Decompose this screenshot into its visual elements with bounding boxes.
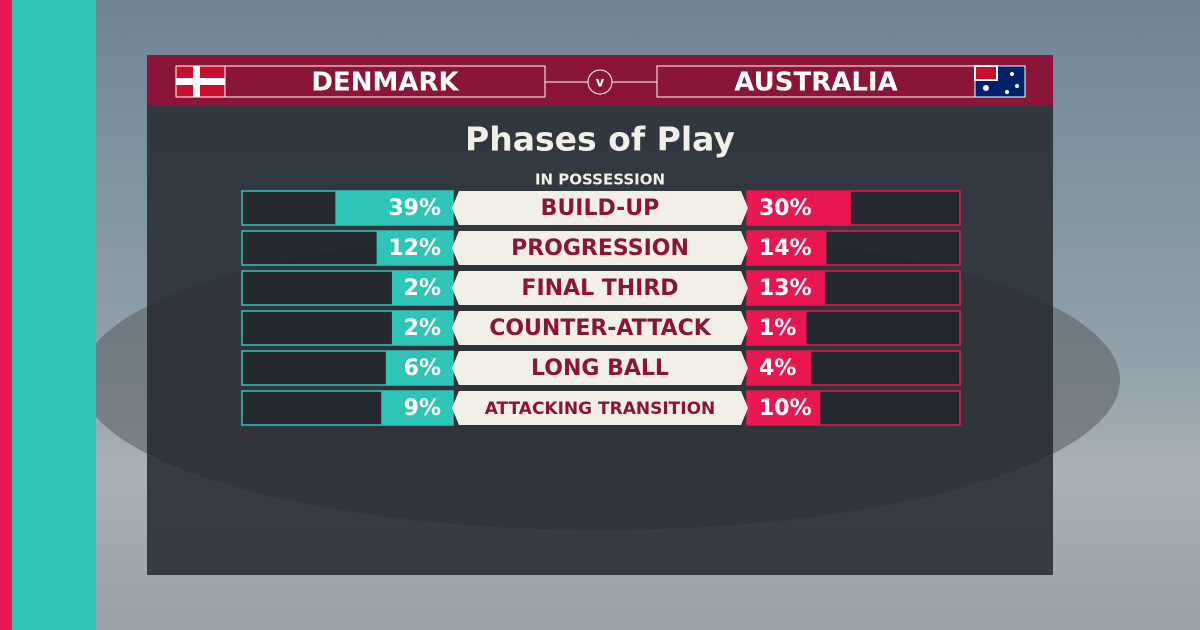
bar: [335, 191, 453, 225]
edge-stripe: [0, 0, 12, 630]
flag-star: [1005, 90, 1009, 94]
category-plate: [452, 271, 748, 305]
value-label: 30%: [759, 196, 812, 221]
bar: [385, 351, 453, 385]
team-name: AUSTRALIA: [734, 68, 897, 98]
category-plate: [452, 311, 748, 345]
category-label: PROGRESSION: [511, 236, 689, 261]
bar: [747, 351, 812, 385]
side-stripe: [12, 0, 96, 630]
value-label: 13%: [759, 276, 812, 301]
flag-cross: [176, 78, 225, 85]
versus: v: [596, 76, 605, 91]
flag-union: [974, 65, 998, 81]
bar: [747, 311, 807, 345]
category-label: FINAL THIRD: [521, 276, 678, 301]
versus-badge: [587, 69, 613, 95]
value-label: 14%: [759, 236, 812, 261]
value-label: 4%: [759, 356, 796, 381]
category-plate: [452, 191, 748, 225]
category-label: LONG BALL: [531, 356, 669, 381]
chart-title: Phases of Play: [465, 120, 735, 159]
team-name: DENMARK: [311, 68, 459, 98]
chart-subtitle: IN POSSESSION: [535, 171, 665, 189]
bar: [391, 271, 453, 305]
value-label: 10%: [759, 396, 812, 421]
category-plate: [452, 351, 748, 385]
value-label: 2%: [404, 316, 441, 341]
category-label: COUNTER-ATTACK: [489, 316, 712, 341]
category-plate: [452, 391, 748, 425]
bar: [747, 191, 851, 225]
value-label: 12%: [388, 236, 441, 261]
category-label: BUILD-UP: [541, 196, 660, 221]
flag-star: [1010, 72, 1014, 76]
category-label: ATTACKING TRANSITION: [485, 399, 716, 419]
value-label: 2%: [404, 276, 441, 301]
bar: [376, 231, 453, 265]
bar: [391, 311, 453, 345]
flag-star: [1015, 84, 1019, 88]
bar: [747, 391, 821, 425]
value-label: 39%: [388, 196, 441, 221]
flag-star: [983, 85, 989, 91]
category-plate: [452, 231, 748, 265]
value-label: 1%: [759, 316, 796, 341]
bar: [747, 231, 827, 265]
value-label: 9%: [404, 396, 441, 421]
value-label: 6%: [404, 356, 441, 381]
bar: [381, 391, 453, 425]
bar: [747, 271, 825, 305]
